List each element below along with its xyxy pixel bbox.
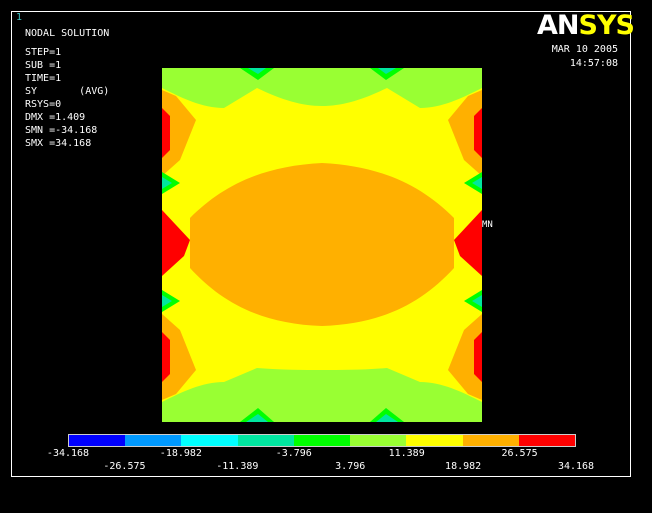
- component-label: SY (AVG): [25, 86, 110, 97]
- graphics-viewport[interactable]: [11, 11, 631, 477]
- contour-teal-spot-top-right: [378, 68, 396, 74]
- step-label: STEP=1: [25, 47, 62, 58]
- legend-tick-label: 34.168: [557, 461, 595, 472]
- legend-tick-label: -18.982: [159, 448, 202, 459]
- legend-tick-label: 18.982: [445, 461, 482, 472]
- sub-label: SUB =1: [25, 60, 62, 71]
- ansys-logo: ANSYS: [537, 10, 635, 41]
- contour-red-region-left-bottom: [162, 332, 170, 382]
- contour-lime-band-top: [162, 68, 482, 108]
- contour-teal-spike-left-upper: [162, 177, 172, 189]
- contour-teal-spot-bottom-right: [376, 414, 398, 422]
- legend-tick-label: -26.575: [103, 461, 146, 472]
- contour-red-region-right-bottom: [474, 332, 482, 382]
- contour-plot[interactable]: [162, 68, 482, 422]
- contour-red-region-left-top: [162, 108, 170, 158]
- contour-red-region-right-middle: [454, 210, 482, 276]
- legend-tick-label: 26.575: [501, 448, 538, 459]
- legend-swatch-3: [237, 435, 294, 446]
- window-number: 1: [16, 12, 23, 23]
- legend-swatch-6: [406, 435, 463, 446]
- contour-yellow-band: [162, 68, 482, 422]
- smn-label: SMN =-34.168: [25, 125, 98, 136]
- time-label: TIME=1: [25, 73, 62, 84]
- contour-red-region-left-middle: [162, 210, 190, 276]
- contour-green-spot-top-left: [240, 68, 274, 80]
- legend-swatch-2: [181, 435, 238, 446]
- contour-orange-lobe-left-bottom: [162, 314, 196, 400]
- contour-orange-lobe-right-top: [448, 90, 482, 176]
- rsys-label: RSYS=0: [25, 99, 62, 110]
- contour-lime-band-bottom: [162, 368, 482, 422]
- legend-swatch-8: [518, 435, 575, 446]
- time-of-day-label: 14:57:08: [569, 58, 618, 69]
- legend-tick-label: 3.796: [335, 461, 366, 472]
- dmx-label: DMX =1.409: [25, 112, 86, 123]
- legend-swatch-4: [293, 435, 351, 446]
- legend-swatch-0: [69, 435, 126, 446]
- legend-tick-label: -11.389: [216, 461, 259, 472]
- contour-teal-spike-right-upper: [472, 177, 482, 189]
- date-label: MAR 10 2005: [551, 44, 618, 55]
- contour-green-spot-top-right: [370, 68, 404, 80]
- contour-orange-lobe-right-bottom: [448, 314, 482, 400]
- legend-tick-label: 11.389: [388, 448, 425, 459]
- contour-teal-spot-bottom-left: [246, 414, 268, 422]
- smx-label: SMX =34.168: [25, 138, 92, 149]
- contour-red-region-right-top: [474, 108, 482, 158]
- contour-orange-lobe-left-top: [162, 90, 196, 176]
- legend-swatch-1: [125, 435, 182, 446]
- legend-swatch-7: [462, 435, 519, 446]
- contour-teal-spot-top-left: [248, 68, 266, 74]
- contour-teal-spike-left-lower: [162, 295, 172, 307]
- contour-teal-spike-right-lower: [472, 295, 482, 307]
- solution-info-block: NODAL SOLUTION STEP=1 SUB =1 TIME=1 SY (…: [25, 27, 109, 150]
- legend-swatch-5: [350, 435, 407, 446]
- solution-title: NODAL SOLUTION: [25, 28, 110, 39]
- legend-color-bar: [68, 434, 576, 447]
- minimum-marker-label: MN: [482, 220, 493, 230]
- legend-tick-label: -34.168: [46, 448, 90, 459]
- legend-tick-label: -3.796: [275, 448, 312, 459]
- date-time-block: MAR 10 2005 14:57:08: [552, 43, 618, 71]
